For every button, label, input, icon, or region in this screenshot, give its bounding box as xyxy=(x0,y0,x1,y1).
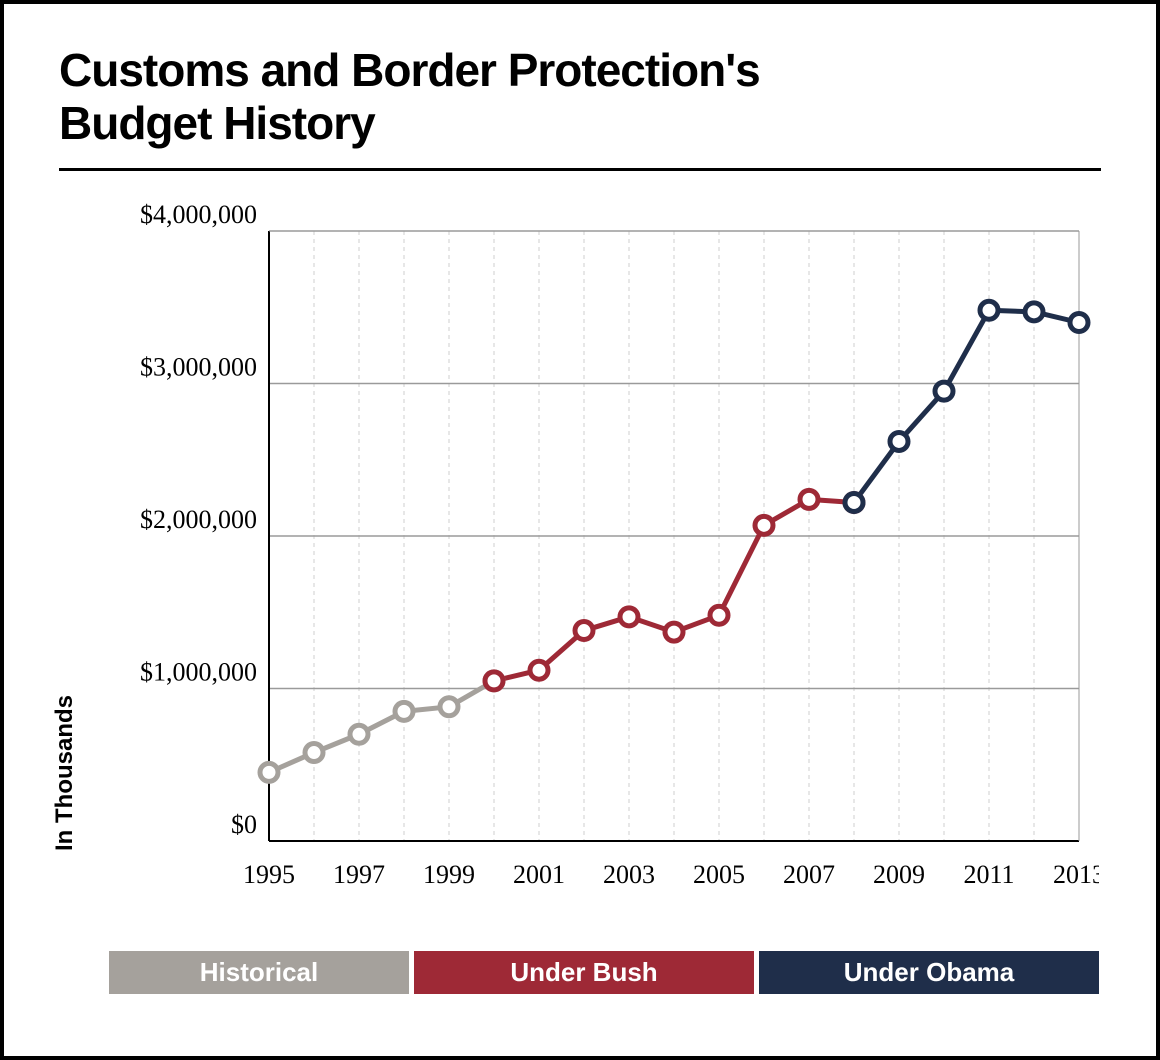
x-tick-label: 2009 xyxy=(873,860,925,889)
x-tick-label: 1995 xyxy=(243,860,295,889)
y-tick-label: $3,000,000 xyxy=(140,352,257,381)
data-point xyxy=(845,493,863,511)
x-tick-label: 2003 xyxy=(603,860,655,889)
data-point xyxy=(395,702,413,720)
y-tick-label: $2,000,000 xyxy=(140,505,257,534)
y-tick-label: $1,000,000 xyxy=(140,657,257,686)
series-line-historical xyxy=(269,681,494,773)
data-point xyxy=(350,725,368,743)
data-point xyxy=(260,763,278,781)
data-point xyxy=(800,490,818,508)
data-point xyxy=(620,608,638,626)
title-underline xyxy=(59,168,1101,171)
data-point xyxy=(530,661,548,679)
chart-title: Customs and Border Protection's Budget H… xyxy=(59,44,1101,150)
chart-container: Customs and Border Protection's Budget H… xyxy=(0,0,1160,1060)
data-point xyxy=(665,623,683,641)
legend-item-under-bush: Under Bush xyxy=(414,951,754,994)
title-line-1: Customs and Border Protection's xyxy=(59,44,760,96)
x-tick-label: 2005 xyxy=(693,860,745,889)
data-point xyxy=(305,743,323,761)
title-line-2: Budget History xyxy=(59,97,375,149)
data-point xyxy=(440,698,458,716)
series-line-under-obama xyxy=(854,310,1079,502)
y-tick-label: $0 xyxy=(231,810,257,839)
data-point xyxy=(1025,303,1043,321)
x-tick-label: 1999 xyxy=(423,860,475,889)
data-point xyxy=(890,432,908,450)
x-tick-label: 2001 xyxy=(513,860,565,889)
x-tick-label: 2007 xyxy=(783,860,835,889)
data-point xyxy=(1070,313,1088,331)
legend-item-historical: Historical xyxy=(109,951,409,994)
data-point xyxy=(710,606,728,624)
data-point xyxy=(485,672,503,690)
data-point xyxy=(980,301,998,319)
y-axis-title: In Thousands xyxy=(51,695,79,851)
data-point xyxy=(755,516,773,534)
line-chart-svg: $0 $1,000,000 $2,000,000 $3,000,000 $4,000,0… xyxy=(139,201,1099,931)
data-point xyxy=(575,621,593,639)
chart-area: In Thousands $0$1,000,000$2,000,000$3,00… xyxy=(139,201,1101,931)
legend-row: HistoricalUnder BushUnder Obama xyxy=(109,951,1101,994)
x-tick-label: 2011 xyxy=(963,860,1014,889)
y-tick-label: $4,000,000 xyxy=(140,201,257,229)
data-point xyxy=(935,382,953,400)
x-tick-label: 2013 xyxy=(1053,860,1099,889)
legend-item-under-obama: Under Obama xyxy=(759,951,1099,994)
x-tick-label: 1997 xyxy=(333,860,385,889)
series-line-under-bush xyxy=(494,499,854,680)
